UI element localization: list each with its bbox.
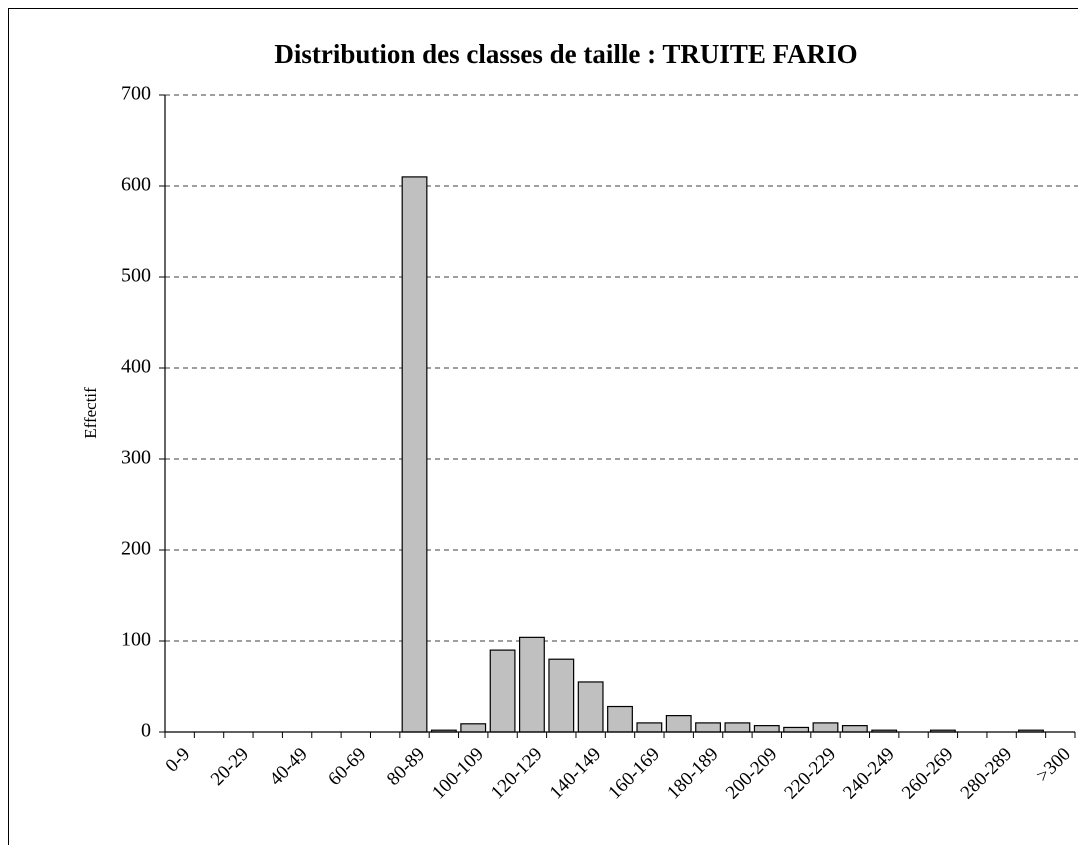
y-axis-label: Effectif [81,387,100,439]
y-tick-label: 0 [141,720,151,742]
y-tick-label: 700 [121,83,151,105]
bar [607,705,633,733]
y-tick-label: 200 [121,538,151,560]
y-tick-label: 500 [121,265,151,287]
bar [695,722,721,733]
bar [724,722,751,733]
bar [812,722,839,733]
bar [548,658,575,733]
bar [460,723,487,733]
bar [519,636,545,733]
bar [841,725,868,733]
y-tick-label: 600 [121,174,151,196]
chart-title: Distribution des classes de taille : TRU… [274,39,857,69]
bar [636,722,663,733]
y-tick-label: 400 [121,356,151,378]
bar [401,176,428,733]
y-tick-label: 300 [121,447,151,469]
bar [577,681,604,733]
bar [783,726,810,733]
bar [753,725,780,733]
y-tick-label: 100 [121,629,151,651]
bar [489,649,516,733]
bar [665,715,692,733]
